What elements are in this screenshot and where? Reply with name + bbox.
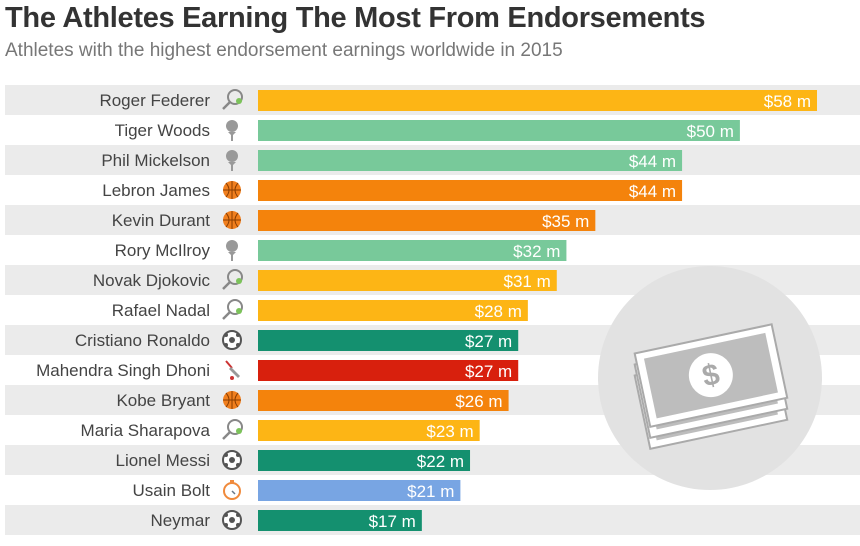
bar [258,510,422,531]
dollar-sign: $ [699,358,722,394]
soccer-icon [222,510,242,530]
category-label: Rory McIlroy [115,241,211,260]
bar [258,210,596,231]
category-label: Cristiano Ronaldo [75,331,210,350]
data-label: $28 m [475,302,522,321]
bar [258,360,519,381]
basketball-icon [223,211,241,229]
bar [258,390,509,411]
golf-icon [226,150,238,171]
data-label: $27 m [465,332,512,351]
chart-title: The Athletes Earning The Most From Endor… [5,2,706,34]
data-label: $31 m [504,272,551,291]
category-label: Rafael Nadal [112,301,210,320]
data-label: $50 m [687,122,734,141]
data-label: $44 m [629,182,676,201]
category-label: Maria Sharapova [81,421,211,440]
bar [258,180,683,201]
data-label: $17 m [369,512,416,531]
money-icon: $ [598,266,822,490]
chart-subtitle: Athletes with the highest endorsement ea… [5,40,563,61]
golf-icon [226,240,238,261]
bar [258,150,683,171]
soccer-icon [222,330,242,350]
category-label: Mahendra Singh Dhoni [36,361,210,380]
data-label: $21 m [407,482,454,501]
bar [258,240,567,261]
tennis-icon [222,269,243,290]
category-label: Tiger Woods [115,121,210,140]
category-label: Lebron James [102,181,210,200]
bar [258,120,740,141]
category-label: Kevin Durant [112,211,211,230]
data-label: $32 m [513,242,560,261]
bar [258,480,461,501]
category-label: Usain Bolt [133,481,211,500]
data-label: $26 m [455,392,502,411]
bar [258,330,519,351]
basketball-icon [223,181,241,199]
data-label: $22 m [417,452,464,471]
athletics-icon [223,480,241,500]
basketball-icon [223,391,241,409]
bar [258,90,817,111]
cricket-icon [225,360,240,380]
data-label: $23 m [426,422,473,441]
category-label: Neymar [150,511,210,530]
bar [258,270,557,291]
category-label: Kobe Bryant [116,391,210,410]
row-stripe [5,505,860,535]
category-label: Lionel Messi [116,451,211,470]
tennis-icon [222,299,243,320]
golf-icon [226,120,238,141]
data-label: $44 m [629,152,676,171]
tennis-icon [222,89,243,110]
data-label: $27 m [465,362,512,381]
category-label: Novak Djokovic [93,271,211,290]
bar [258,420,480,441]
category-label: Roger Federer [99,91,210,110]
data-label: $35 m [542,212,589,231]
bar [258,450,471,471]
banknote: $ [633,323,789,429]
data-label: $58 m [764,92,811,111]
tennis-icon [222,419,243,440]
bar [258,300,528,321]
soccer-icon [222,450,242,470]
category-label: Phil Mickelson [101,151,210,170]
